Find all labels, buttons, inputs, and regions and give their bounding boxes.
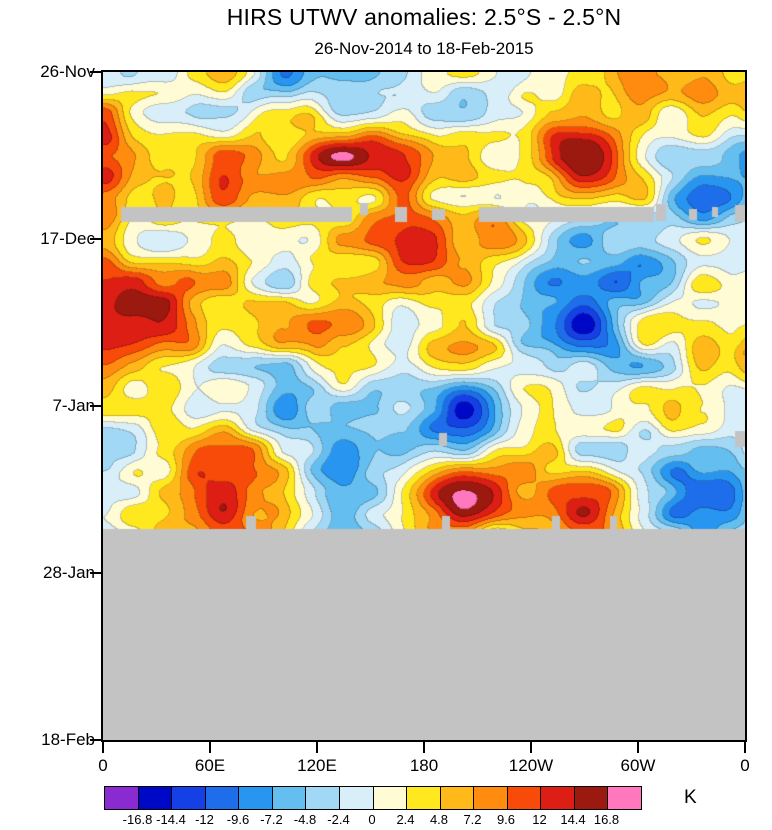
- plot-area: [101, 70, 747, 742]
- colorbar-cell: [205, 787, 240, 809]
- y-tick-mark: [90, 405, 101, 407]
- colorbar-cell: [138, 787, 173, 809]
- colorbar-cell: [541, 787, 575, 809]
- colorbar-level-label: 9.6: [496, 812, 516, 827]
- colorbar-level-label: 4.8: [429, 812, 449, 827]
- chart-subtitle: 26-Nov-2014 to 18-Feb-2015: [314, 39, 534, 58]
- colorbar-level-label: 2.4: [396, 812, 415, 827]
- x-tick-mark: [315, 742, 318, 753]
- colorbar-cell: [239, 787, 273, 809]
- colorbar-level-label: -12: [195, 812, 214, 827]
- x-tick-label: 0: [740, 756, 750, 775]
- colorbar-level-label: -9.6: [226, 812, 250, 827]
- y-tick-mark: [90, 71, 101, 73]
- colorbar-level-label: 0: [368, 812, 376, 827]
- x-tick-label: 60W: [620, 756, 656, 775]
- colorbar-cell: [407, 787, 441, 809]
- colorbar-cell: [440, 787, 475, 809]
- y-tick-label: 18-Feb: [41, 730, 95, 749]
- x-tick-label: 180: [409, 756, 439, 775]
- x-tick-label: 120E: [297, 756, 337, 775]
- colorbar-cell: [507, 787, 542, 809]
- colorbar: [104, 786, 642, 810]
- y-tick-label: 28-Jan: [43, 563, 95, 582]
- y-tick-mark: [90, 739, 101, 741]
- x-tick-mark: [102, 742, 104, 753]
- colorbar-level-label: -7.2: [260, 812, 283, 827]
- y-tick-label: 17-Dec: [40, 229, 95, 248]
- colorbar-cell: [306, 787, 340, 809]
- x-tick-label: 60E: [194, 756, 226, 775]
- colorbar-level-label: 7.2: [463, 812, 482, 827]
- y-tick-mark: [90, 572, 101, 574]
- colorbar-level-label: -16.8: [122, 812, 153, 827]
- y-tick-mark: [90, 238, 101, 240]
- colorbar-cell: [272, 787, 307, 809]
- colorbar-cell: [574, 787, 609, 809]
- colorbar-level-label: 12: [532, 812, 547, 827]
- colorbar-level-label: 14.4: [560, 812, 586, 827]
- colorbar-cell: [172, 787, 206, 809]
- colorbar-level-label: -14.4: [156, 812, 186, 827]
- colorbar-unit-label: K: [684, 787, 697, 808]
- colorbar-level-label: 16.8: [593, 812, 620, 827]
- colorbar-cell: [105, 787, 139, 809]
- y-tick-label: 26-Nov: [40, 62, 95, 81]
- x-tick-mark: [209, 742, 211, 753]
- x-tick-mark: [744, 742, 746, 753]
- colorbar-cell: [474, 787, 508, 809]
- x-tick-label: 0: [98, 756, 108, 775]
- x-tick-mark: [530, 742, 532, 753]
- colorbar-cell: [339, 787, 374, 809]
- x-tick-mark: [423, 742, 425, 753]
- colorbar-level-label: -2.4: [327, 812, 350, 827]
- colorbar-cell: [608, 787, 641, 809]
- chart-title: HIRS UTWV anomalies: 2.5°S - 2.5°N: [226, 4, 622, 30]
- y-tick-label: 7-Jan: [52, 396, 95, 415]
- colorbar-level-label: -4.8: [293, 812, 317, 827]
- x-tick-mark: [636, 742, 639, 753]
- x-tick-label: 120W: [508, 756, 554, 775]
- anomaly-field-canvas: [103, 72, 745, 740]
- colorbar-cell: [373, 787, 408, 809]
